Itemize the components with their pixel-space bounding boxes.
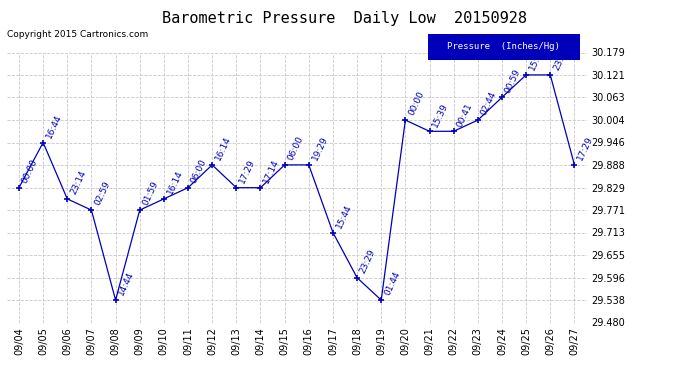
Text: 06:00: 06:00 xyxy=(286,135,305,162)
Text: 01:44: 01:44 xyxy=(383,270,402,297)
Text: 23:14: 23:14 xyxy=(69,169,88,196)
Text: 17:29: 17:29 xyxy=(576,135,595,162)
Text: 19:29: 19:29 xyxy=(310,135,329,162)
Text: 06:00: 06:00 xyxy=(190,158,208,185)
Text: Pressure  (Inches/Hg): Pressure (Inches/Hg) xyxy=(447,42,560,51)
Text: 16:14: 16:14 xyxy=(166,169,184,196)
Text: Copyright 2015 Cartronics.com: Copyright 2015 Cartronics.com xyxy=(7,30,148,39)
Text: 17:29: 17:29 xyxy=(238,158,257,185)
Text: 16:44: 16:44 xyxy=(45,113,63,140)
Text: 17:14: 17:14 xyxy=(262,158,281,185)
Text: 01:59: 01:59 xyxy=(141,180,160,207)
Text: 00:00: 00:00 xyxy=(21,158,39,185)
Text: 16:14: 16:14 xyxy=(214,135,233,162)
Text: 00:00: 00:00 xyxy=(407,90,426,117)
Text: 14:44: 14:44 xyxy=(117,270,136,297)
Text: 00:41: 00:41 xyxy=(455,101,474,129)
Text: 02:59: 02:59 xyxy=(93,180,112,207)
Text: 15:44: 15:44 xyxy=(335,203,353,230)
Text: Barometric Pressure  Daily Low  20150928: Barometric Pressure Daily Low 20150928 xyxy=(163,11,527,26)
Text: 15:39: 15:39 xyxy=(431,101,450,129)
Text: 02:44: 02:44 xyxy=(480,90,498,117)
Text: 00:59: 00:59 xyxy=(504,67,522,94)
Text: 15:00: 15:00 xyxy=(528,45,546,72)
Text: 23:29: 23:29 xyxy=(359,248,377,275)
Text: 23:59: 23:59 xyxy=(552,45,571,72)
